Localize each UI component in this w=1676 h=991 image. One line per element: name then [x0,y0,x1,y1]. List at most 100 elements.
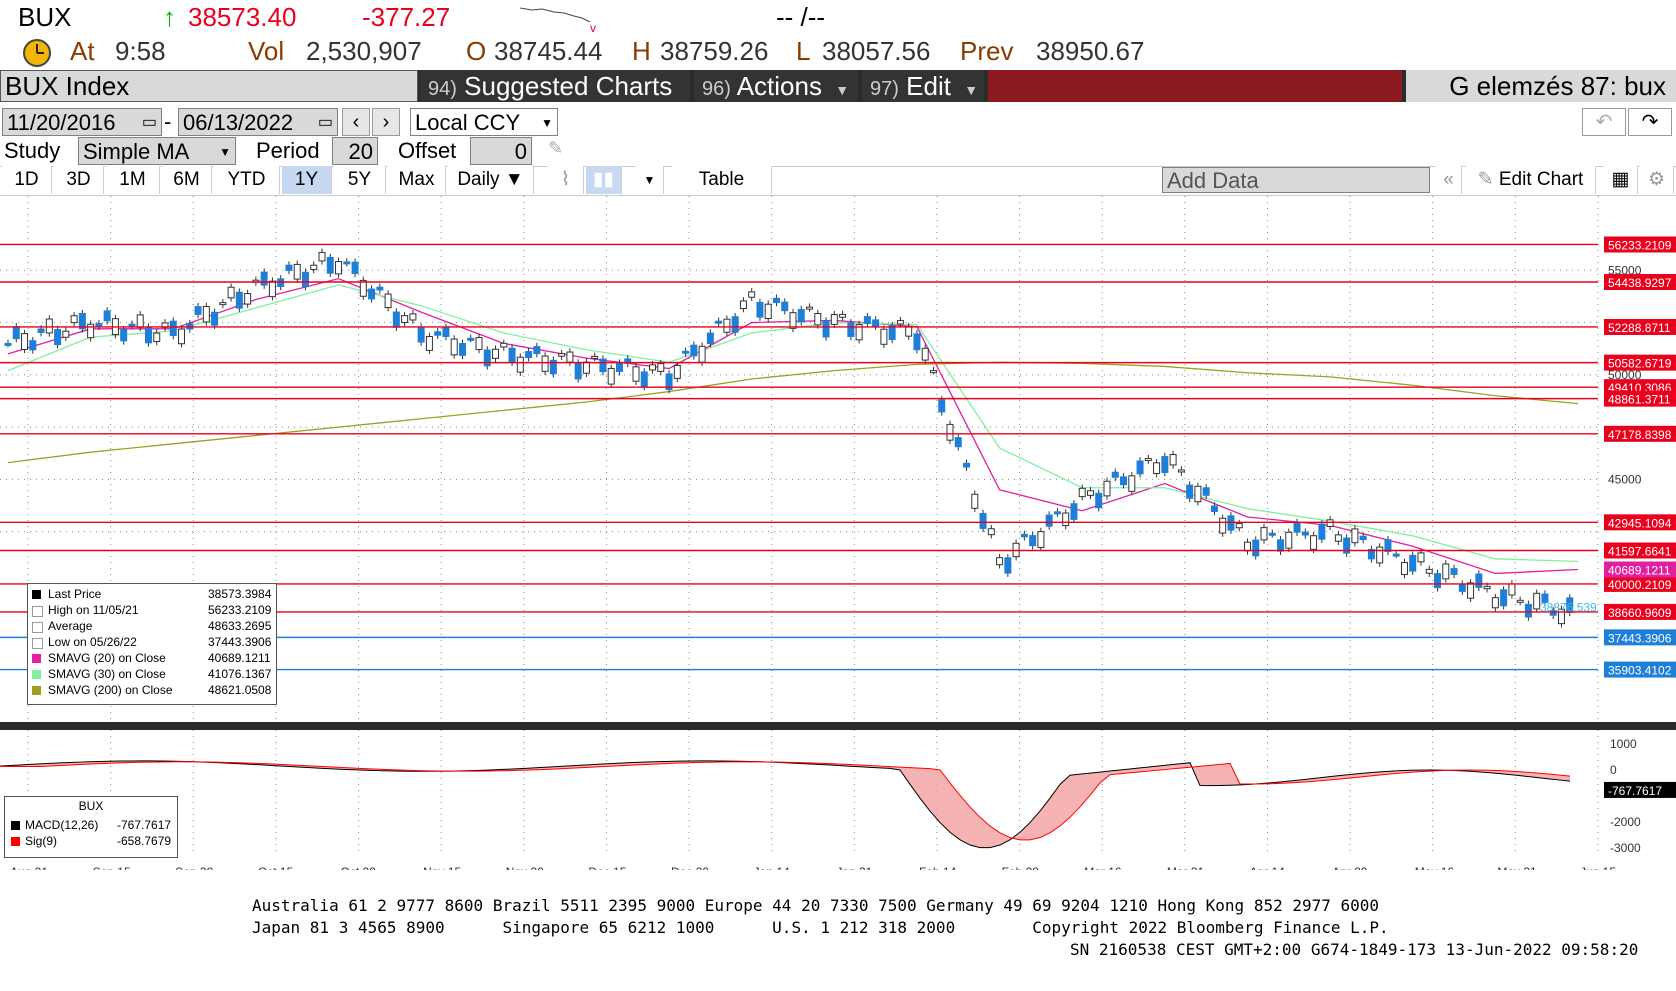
ma-line-200 [7,361,1579,464]
low-label: L [796,36,811,66]
edit-chart-button[interactable]: ✎ Edit Chart [1466,166,1596,194]
chart-settings-icon[interactable]: ▦ [1604,166,1638,194]
candle-body [781,301,789,312]
candle-body [1351,528,1359,544]
line-chart-icon[interactable]: ⌇ [548,166,584,194]
prev-period-button[interactable]: ‹ [342,108,370,136]
study-select[interactable]: Simple MA ▼ [78,137,236,165]
candle-body [78,313,86,330]
candle-body [483,349,491,367]
x-axis-label: Jan 14 [754,865,790,870]
tab-6m[interactable]: 6M [162,166,212,194]
candle-body [591,355,599,359]
x-axis-label: May 16 [1415,865,1455,870]
candle-body [657,363,665,372]
candle-body [756,301,764,318]
candle-body [211,311,219,326]
candle-body [1425,568,1433,574]
legend-label: Low on 05/26/22 [48,635,137,649]
candle-body [1467,582,1475,599]
candle-body [392,311,400,328]
date-dash: - [164,109,172,134]
add-data-input[interactable]: Add Data [1162,167,1430,193]
candle-body [582,361,590,374]
candle-body [789,312,797,329]
candle-body [938,399,946,413]
candle-body [1020,533,1028,538]
undo-button[interactable]: ↶ [1582,108,1626,136]
candle-body [764,303,772,319]
legend-value: 40689.1211 [208,651,271,665]
ticker: BUX [18,2,72,32]
pencil-icon[interactable]: ✎ [548,138,564,158]
price-level-badge [1604,629,1676,646]
candle-body [244,293,252,305]
offset-input[interactable]: 0 [470,137,532,165]
price-chart[interactable]: 55000 50000 45000 56233.2109 54438.9297 52288… [0,196,1676,726]
start-date-field[interactable]: 11/20/2016 ▭ [2,108,162,136]
edit-menu[interactable]: 97) Edit ▼ [862,70,984,102]
candle-body [1161,456,1169,473]
end-date-field[interactable]: 06/13/2022 ▭ [178,108,338,136]
candle-body [1417,552,1425,563]
currency-value: Local CCY [415,110,521,135]
prev-label: Prev [960,36,1014,66]
candle-body [888,325,896,340]
calendar-icon: ▭ [141,114,157,131]
currency-select[interactable]: Local CCY ▼ [410,108,558,136]
candle-body [896,320,904,325]
candle-body [640,371,648,388]
redo-button[interactable]: ↷ [1628,108,1672,136]
frequency-select[interactable]: Daily ▼ [448,166,534,194]
chevron-down-icon: ▼ [219,145,231,159]
table-tab[interactable]: Table [672,166,772,194]
candle-body [1037,531,1045,549]
chart-type-dropdown[interactable]: ▼ [636,166,664,194]
candle-body [1103,480,1111,497]
candle-body [649,364,657,371]
tab-1y[interactable]: 1Y [282,166,332,194]
candle-body [566,351,574,363]
security-field[interactable]: BUX Index [0,70,418,102]
pane-divider[interactable] [0,722,1676,730]
tab-ytd[interactable]: YTD [214,166,280,194]
candle-body [1508,583,1516,596]
candle-chart-icon[interactable]: ▮▮ [586,166,622,194]
candle-body [475,337,483,350]
x-axis-label: Feb 14 [919,865,957,870]
suggested-charts-button[interactable]: 94) Suggested Charts [420,70,690,102]
candle-body [1153,462,1161,475]
candle-body [285,264,293,271]
candle-body [1268,532,1276,536]
macd-legend-row: MACD(12,26) -767.7617 [11,817,171,833]
candle-body [1045,514,1053,527]
next-period-button[interactable]: › [372,108,400,136]
candle-body [1359,535,1367,541]
suggested-label: Suggested Charts [464,71,673,101]
accent-bar [988,70,1402,102]
candle-body [516,356,524,373]
macd-chart[interactable]: Aug 31 Sep 15 Sep 30 Oct 15 Oct 29 Nov 15 Nov … [0,730,1676,870]
pencil-icon: ✎ [1477,169,1494,190]
candle-body [946,423,954,441]
candle-body [954,437,962,448]
actions-menu[interactable]: 96) Actions ▼ [694,70,858,102]
tab-max[interactable]: Max [388,166,446,194]
candle-body [1120,476,1128,486]
legend-value: 56233.2109 [208,603,272,617]
tab-5y[interactable]: 5Y [334,166,386,194]
candle-body [607,367,615,385]
tab-1d[interactable]: 1D [2,166,52,194]
tab-1m[interactable]: 1M [106,166,160,194]
legend-value: 38573.3984 [208,587,272,601]
collapse-icon[interactable]: « [1436,166,1462,194]
macd-legend-row: Sig(9) -658.7679 [11,833,171,849]
quote-row-1: BUX ↑ 38573.40 -377.27 v -- /-- [0,2,1676,38]
start-date: 11/20/2016 [7,110,116,135]
period-input[interactable]: 20 [332,137,378,165]
gear-icon[interactable]: ⚙ [1640,166,1674,194]
tab-3d[interactable]: 3D [54,166,104,194]
candle-body [814,313,822,326]
candle-body [1086,490,1094,496]
candle-body [1310,535,1318,550]
